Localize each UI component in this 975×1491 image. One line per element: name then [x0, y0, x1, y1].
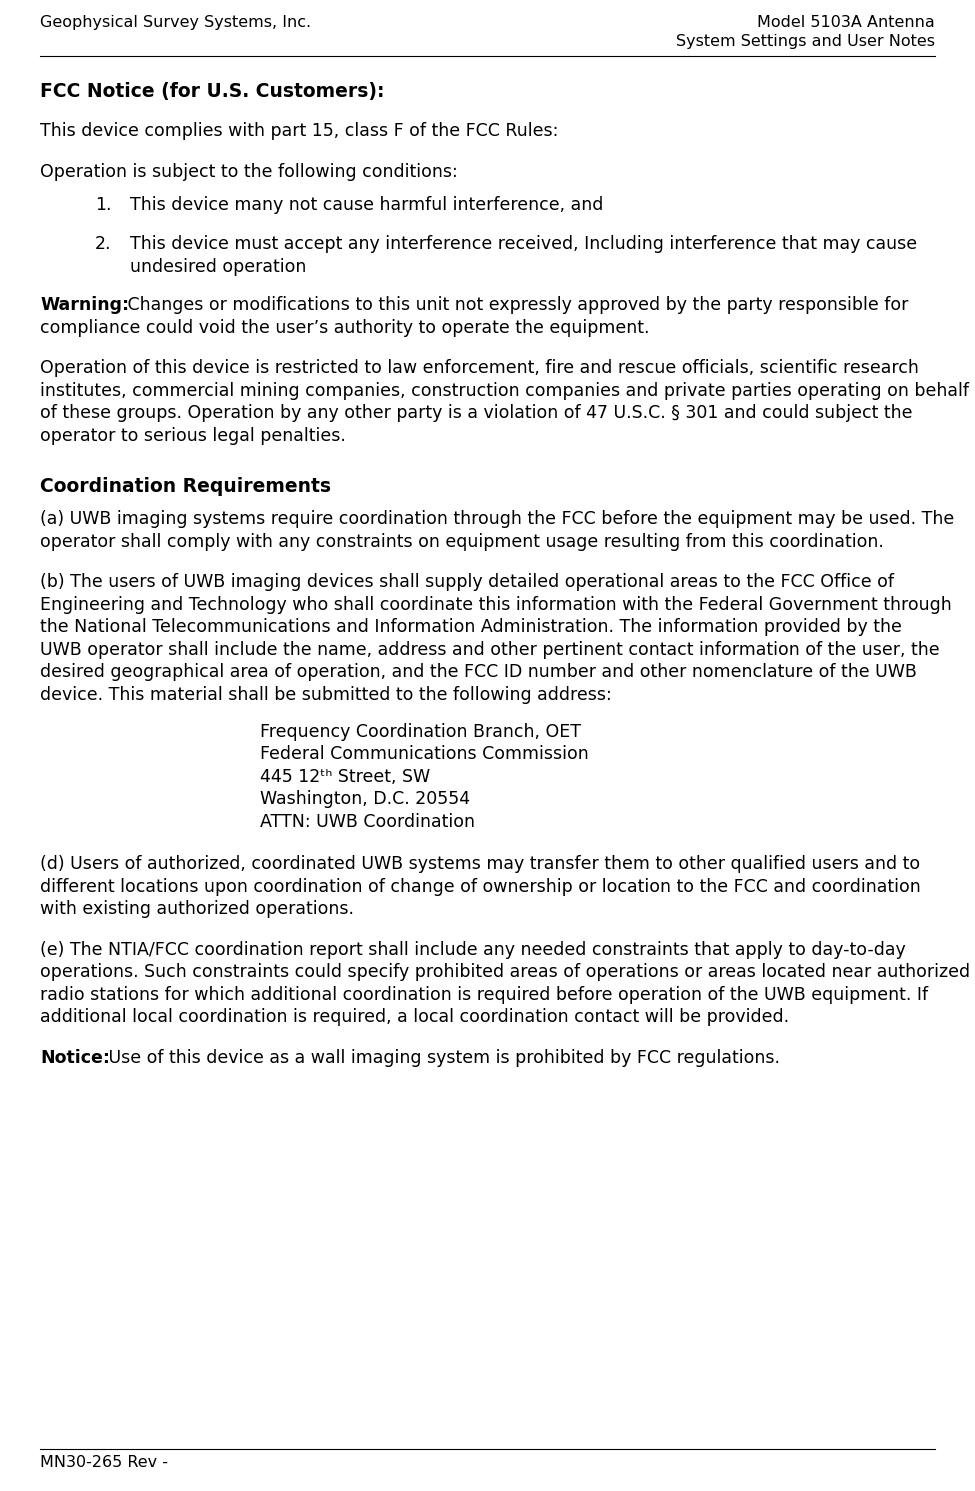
Text: FCC Notice (for U.S. Customers):: FCC Notice (for U.S. Customers):	[40, 82, 384, 101]
Text: operations. Such constraints could specify prohibited areas of operations or are: operations. Such constraints could speci…	[40, 963, 970, 981]
Text: (d) Users of authorized, coordinated UWB systems may transfer them to other qual: (d) Users of authorized, coordinated UWB…	[40, 856, 920, 874]
Text: Engineering and Technology who shall coordinate this information with the Federa: Engineering and Technology who shall coo…	[40, 596, 952, 614]
Text: This device many not cause harmful interference, and: This device many not cause harmful inter…	[130, 197, 604, 215]
Text: Operation of this device is restricted to law enforcement, fire and rescue offic: Operation of this device is restricted t…	[40, 359, 918, 377]
Text: institutes, commercial mining companies, construction companies and private part: institutes, commercial mining companies,…	[40, 382, 969, 400]
Text: compliance could void the user’s authority to operate the equipment.: compliance could void the user’s authori…	[40, 319, 649, 337]
Text: ATTN: UWB Coordination: ATTN: UWB Coordination	[260, 813, 475, 830]
Text: This device complies with part 15, class F of the FCC Rules:: This device complies with part 15, class…	[40, 122, 559, 140]
Text: Geophysical Survey Systems, Inc.: Geophysical Survey Systems, Inc.	[40, 15, 311, 30]
Text: MN30-265 Rev -: MN30-265 Rev -	[40, 1455, 168, 1470]
Text: Coordination Requirements: Coordination Requirements	[40, 477, 331, 497]
Text: Use of this device as a wall imaging system is prohibited by FCC regulations.: Use of this device as a wall imaging sys…	[103, 1048, 780, 1066]
Text: This device must accept any interference received, Including interference that m: This device must accept any interference…	[130, 236, 917, 253]
Text: (e) The NTIA/FCC coordination report shall include any needed constraints that a: (e) The NTIA/FCC coordination report sha…	[40, 941, 906, 959]
Text: radio stations for which additional coordination is required before operation of: radio stations for which additional coor…	[40, 986, 928, 1003]
Text: (b) The users of UWB imaging devices shall supply detailed operational areas to : (b) The users of UWB imaging devices sha…	[40, 574, 894, 592]
Text: operator to serious legal penalties.: operator to serious legal penalties.	[40, 426, 346, 444]
Text: additional local coordination is required, a local coordination contact will be : additional local coordination is require…	[40, 1008, 789, 1026]
Text: Washington, D.C. 20554: Washington, D.C. 20554	[260, 790, 470, 808]
Text: 2.: 2.	[95, 236, 111, 253]
Text: desired geographical area of operation, and the FCC ID number and other nomencla: desired geographical area of operation, …	[40, 663, 916, 681]
Text: of these groups. Operation by any other party is a violation of 47 U.S.C. § 301 : of these groups. Operation by any other …	[40, 404, 913, 422]
Text: Operation is subject to the following conditions:: Operation is subject to the following co…	[40, 163, 457, 180]
Text: with existing authorized operations.: with existing authorized operations.	[40, 901, 354, 918]
Text: Model 5103A Antenna: Model 5103A Antenna	[758, 15, 935, 30]
Text: undesired operation: undesired operation	[130, 258, 306, 276]
Text: System Settings and User Notes: System Settings and User Notes	[676, 34, 935, 49]
Text: Frequency Coordination Branch, OET: Frequency Coordination Branch, OET	[260, 723, 581, 741]
Text: Changes or modifications to this unit not expressly approved by the party respon: Changes or modifications to this unit no…	[122, 297, 909, 315]
Text: 445 12ᵗʰ Street, SW: 445 12ᵗʰ Street, SW	[260, 768, 430, 786]
Text: Notice:: Notice:	[40, 1048, 110, 1066]
Text: (a) UWB imaging systems require coordination through the FCC before the equipmen: (a) UWB imaging systems require coordina…	[40, 510, 955, 528]
Text: operator shall comply with any constraints on equipment usage resulting from thi: operator shall comply with any constrain…	[40, 532, 884, 552]
Text: UWB operator shall include the name, address and other pertinent contact informa: UWB operator shall include the name, add…	[40, 641, 940, 659]
Text: the National Telecommunications and Information Administration. The information : the National Telecommunications and Info…	[40, 619, 902, 637]
Text: different locations upon coordination of change of ownership or location to the : different locations upon coordination of…	[40, 878, 920, 896]
Text: Warning:: Warning:	[40, 297, 129, 315]
Text: device. This material shall be submitted to the following address:: device. This material shall be submitted…	[40, 686, 611, 704]
Text: Federal Communications Commission: Federal Communications Commission	[260, 746, 589, 763]
Text: 1.: 1.	[95, 197, 111, 215]
